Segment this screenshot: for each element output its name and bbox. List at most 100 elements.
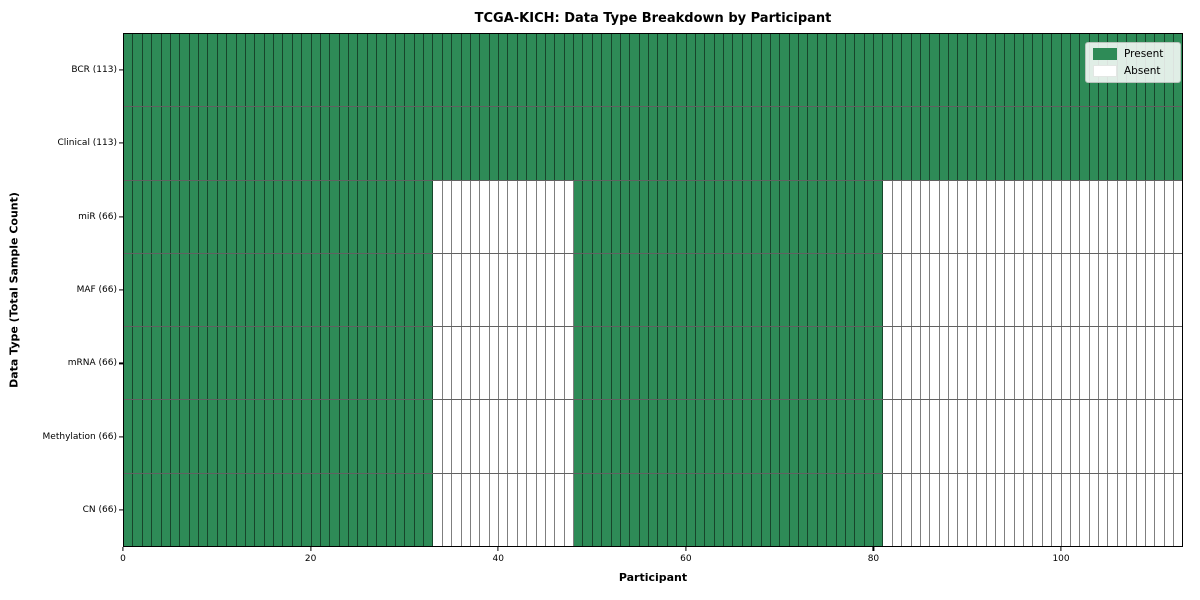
heatmap-cell (311, 327, 321, 400)
heatmap-cell (1117, 180, 1128, 253)
heatmap-cell (911, 400, 921, 473)
heatmap-cell (367, 400, 378, 473)
heatmap-cell (808, 107, 818, 180)
heatmap-cell (461, 180, 471, 253)
heatmap-cell (817, 327, 828, 400)
heatmap-cell (1014, 253, 1024, 327)
y-tick-label-mrna: mRNA (66) (67, 358, 117, 369)
heatmap-cell (330, 107, 340, 180)
heatmap-cell (883, 400, 893, 473)
heatmap-cell (358, 400, 368, 473)
heatmap-cell (339, 473, 349, 546)
heatmap-cell (649, 400, 659, 473)
heatmap-cell (939, 473, 949, 546)
heatmap-cell (639, 34, 649, 107)
heatmap-cell (949, 400, 959, 473)
heatmap-cell (911, 253, 921, 327)
heatmap-cell (995, 400, 1006, 473)
heatmap-cell (527, 473, 537, 546)
heatmap-cell (770, 180, 781, 253)
heatmap-cell (1099, 400, 1109, 473)
heatmap-cell (199, 400, 209, 473)
heatmap-cell (442, 253, 453, 327)
heatmap-cell (892, 473, 903, 546)
heatmap-cell (602, 253, 612, 327)
heatmap-cell (283, 34, 293, 107)
heatmap-cell (292, 107, 303, 180)
heatmap-cell (874, 253, 884, 327)
heatmap-cell (902, 34, 912, 107)
heatmap-cell (1117, 327, 1128, 400)
heatmap-cell (480, 473, 490, 546)
heatmap-cell (480, 107, 490, 180)
heatmap-cell (283, 253, 293, 327)
heatmap-cell (1024, 34, 1034, 107)
heatmap-cell (667, 107, 678, 180)
heatmap-cell (817, 473, 828, 546)
heatmap-cell (208, 107, 218, 180)
heatmap-cell (405, 473, 415, 546)
x-tick-label-60: 60 (680, 554, 692, 564)
heatmap-cell (124, 34, 134, 107)
heatmap-cell (724, 34, 734, 107)
heatmap-cell (630, 327, 640, 400)
chart-title: TCGA-KICH: Data Type Breakdown by Partic… (474, 11, 832, 26)
heatmap-cell (949, 180, 959, 253)
heatmap-cell (152, 473, 162, 546)
heatmap-cell (386, 400, 396, 473)
heatmap-cell (827, 327, 837, 400)
heatmap-cell (780, 400, 790, 473)
heatmap-cell (470, 180, 481, 253)
heatmap-cell (142, 473, 153, 546)
heatmap-cell (274, 327, 284, 400)
x-tick-mark (497, 547, 499, 551)
heatmap-cell (170, 34, 181, 107)
heatmap-cell (845, 180, 856, 253)
heatmap-cell (142, 327, 153, 400)
heatmap-cell (1005, 253, 1015, 327)
heatmap-cell (845, 107, 856, 180)
heatmap-cell (1117, 253, 1128, 327)
heatmap-cell (977, 107, 987, 180)
heatmap-cell (761, 253, 771, 327)
heatmap-row-methylation (124, 400, 1183, 474)
heatmap-cell (414, 34, 424, 107)
heatmap-cell (724, 180, 734, 253)
heatmap-cell (170, 180, 181, 253)
heatmap-cell (133, 34, 143, 107)
heatmap-cell (799, 473, 809, 546)
heatmap-cell (892, 107, 903, 180)
heatmap-cell (592, 473, 603, 546)
heatmap-cell (677, 34, 687, 107)
heatmap-cell (170, 400, 181, 473)
heatmap-cell (452, 473, 462, 546)
heatmap-cell (1014, 34, 1024, 107)
heatmap-cell (639, 180, 649, 253)
heatmap-cell (1174, 180, 1183, 253)
heatmap-cell (1024, 107, 1034, 180)
heatmap-cell (724, 400, 734, 473)
heatmap-cell (442, 107, 453, 180)
heatmap-cell (742, 473, 753, 546)
heatmap-cell (245, 180, 256, 253)
heatmap-cell (967, 180, 978, 253)
heatmap-cell (1127, 253, 1137, 327)
heatmap-cell (527, 34, 537, 107)
heatmap-cell (1070, 400, 1081, 473)
heatmap-cell (414, 107, 424, 180)
heatmap-cell (180, 400, 190, 473)
heatmap-cell (695, 327, 706, 400)
heatmap-cell (264, 253, 274, 327)
heatmap-cell (677, 180, 687, 253)
heatmap-cell (217, 34, 228, 107)
heatmap-cell (1033, 34, 1043, 107)
heatmap-cell (189, 473, 199, 546)
heatmap-cell (564, 107, 574, 180)
heatmap-cell (424, 327, 434, 400)
heatmap-cell (1089, 253, 1099, 327)
heatmap-cell (892, 253, 903, 327)
heatmap-cell (920, 327, 931, 400)
heatmap-cell (133, 473, 143, 546)
heatmap-cell (1117, 107, 1128, 180)
x-tick-label-0: 0 (120, 554, 126, 564)
